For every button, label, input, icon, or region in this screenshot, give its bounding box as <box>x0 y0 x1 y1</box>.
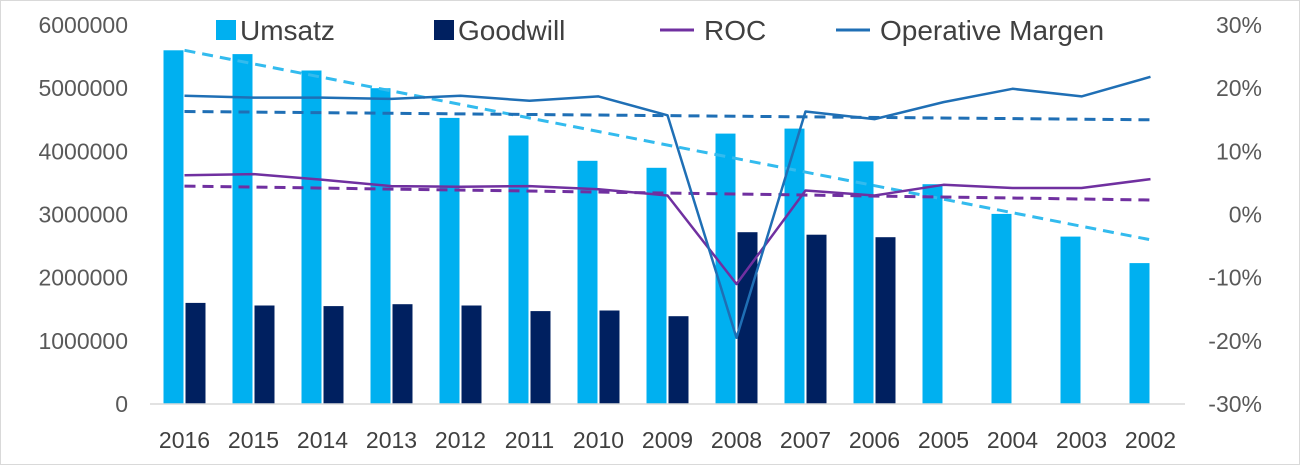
bar-goodwill-2011 <box>530 311 551 404</box>
bar-umsatz-2010 <box>577 160 598 404</box>
y-left-tick-label: 2000000 <box>38 265 128 291</box>
x-tick-label: 2011 <box>505 427 554 453</box>
trendline-umsatz <box>184 48 1151 242</box>
legend-swatch-umsatz <box>216 20 236 40</box>
y-axis-left: 0 1000000 2000000 3000000 4000000 5000000 6000… <box>38 12 128 417</box>
y-left-tick-label: 1000000 <box>38 328 128 354</box>
bar-umsatz-2014 <box>301 70 322 404</box>
legend-label-operative-margen: Operative Margen <box>880 15 1104 46</box>
bar-umsatz-2002 <box>1129 263 1150 404</box>
bar-goodwill-2012 <box>461 305 482 404</box>
legend: Umsatz Goodwill ROC Operative Margen <box>216 15 1104 46</box>
y-axis-right: -30% -20% -10% 0% 10% 20% 30% <box>1208 12 1262 417</box>
x-tick-label: 2003 <box>1056 427 1107 453</box>
bar-goodwill-2006 <box>875 237 896 404</box>
bar-goodwill-2009 <box>668 316 689 404</box>
bar-goodwill-2016 <box>185 302 206 404</box>
y-left-tick-label: 5000000 <box>38 75 128 101</box>
x-tick-label: 2015 <box>228 427 279 453</box>
legend-swatch-goodwill <box>434 20 454 40</box>
bar-umsatz-2004 <box>991 213 1012 404</box>
x-tick-label: 2012 <box>435 427 486 453</box>
legend-label-umsatz: Umsatz <box>240 15 335 46</box>
x-tick-label: 2009 <box>642 427 693 453</box>
y-left-tick-label: 4000000 <box>38 138 128 164</box>
legend-label-goodwill: Goodwill <box>458 15 565 46</box>
x-tick-label: 2014 <box>297 427 348 453</box>
y-left-tick-label: 3000000 <box>38 202 128 228</box>
trendline-layer <box>184 48 1151 242</box>
x-tick-label: 2007 <box>780 427 831 453</box>
line-operative-margen <box>184 75 1151 339</box>
bar-goodwill-2014 <box>323 306 344 404</box>
y-left-tick-label: 6000000 <box>38 12 128 38</box>
bar-umsatz-2012 <box>439 117 460 405</box>
bar-goodwill-2013 <box>392 304 413 404</box>
bar-umsatz-2011 <box>508 135 529 404</box>
x-tick-label: 2006 <box>849 427 900 453</box>
y-right-tick-label: -30% <box>1208 391 1262 417</box>
x-tick-label: 2013 <box>366 427 417 453</box>
bar-goodwill-2007 <box>806 234 827 404</box>
y-right-tick-label: -20% <box>1208 328 1262 354</box>
x-tick-label: 2002 <box>1125 427 1176 453</box>
bar-umsatz-2016 <box>163 50 184 405</box>
bar-umsatz-2003 <box>1060 236 1081 404</box>
y-right-tick-label: 10% <box>1216 138 1262 164</box>
y-left-tick-label: 0 <box>115 391 128 417</box>
y-right-tick-label: -10% <box>1208 265 1262 291</box>
y-right-tick-label: 30% <box>1216 12 1262 38</box>
legend-label-roc: ROC <box>704 15 766 46</box>
bar-goodwill-2010 <box>599 310 620 404</box>
line-layer <box>184 75 1151 339</box>
x-tick-label: 2016 <box>159 427 210 453</box>
legend-item-goodwill: Goodwill <box>434 15 565 46</box>
bar-umsatz-2006 <box>853 161 874 404</box>
x-tick-label: 2008 <box>711 427 762 453</box>
x-axis: 2016 2015 2014 2013 2012 2011 2010 2009 2008 2007… <box>159 427 1176 453</box>
legend-item-operative-margen: Operative Margen <box>836 15 1104 46</box>
legend-item-umsatz: Umsatz <box>216 15 335 46</box>
bar-goodwill-2015 <box>254 305 275 404</box>
y-right-tick-label: 20% <box>1216 75 1262 101</box>
y-right-tick-label: 0% <box>1229 202 1262 228</box>
bar-umsatz-2015 <box>232 54 253 404</box>
x-tick-label: 2004 <box>987 427 1038 453</box>
line-roc <box>184 172 1151 286</box>
bar-layer <box>163 50 1150 405</box>
bar-umsatz-2009 <box>646 167 667 404</box>
x-tick-label: 2005 <box>918 427 969 453</box>
bar-umsatz-2013 <box>370 88 391 404</box>
x-tick-label: 2010 <box>573 427 624 453</box>
legend-item-roc: ROC <box>660 15 766 46</box>
bar-umsatz-2005 <box>922 184 943 404</box>
